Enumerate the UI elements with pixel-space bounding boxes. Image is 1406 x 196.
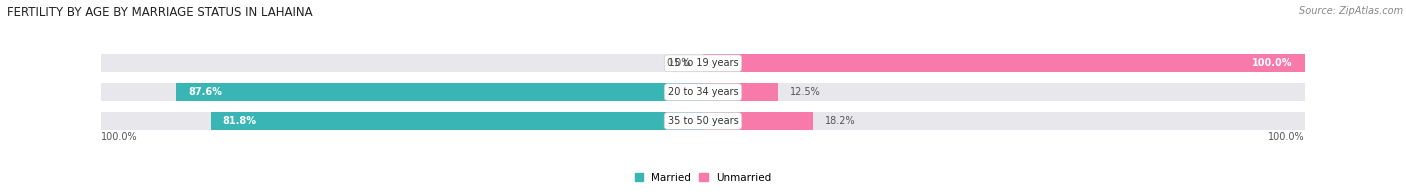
Legend: Married, Unmarried: Married, Unmarried [630,169,776,187]
Text: 100.0%: 100.0% [1268,132,1305,142]
Bar [101,83,1305,101]
Text: 0.0%: 0.0% [666,58,690,68]
Bar [703,54,1305,72]
Text: 35 to 50 years: 35 to 50 years [668,116,738,126]
Text: 87.6%: 87.6% [188,87,222,97]
Text: 100.0%: 100.0% [1253,58,1292,68]
Text: FERTILITY BY AGE BY MARRIAGE STATUS IN LAHAINA: FERTILITY BY AGE BY MARRIAGE STATUS IN L… [7,6,312,19]
Bar [211,112,703,130]
Bar [176,83,703,101]
Text: Source: ZipAtlas.com: Source: ZipAtlas.com [1299,6,1403,16]
Text: 15 to 19 years: 15 to 19 years [668,58,738,68]
Bar [703,112,813,130]
Text: 20 to 34 years: 20 to 34 years [668,87,738,97]
Bar [703,83,779,101]
Text: 100.0%: 100.0% [101,132,138,142]
Text: 81.8%: 81.8% [222,116,257,126]
Bar [101,112,1305,130]
Text: 12.5%: 12.5% [790,87,821,97]
Bar [101,54,1305,72]
Text: 18.2%: 18.2% [824,116,855,126]
